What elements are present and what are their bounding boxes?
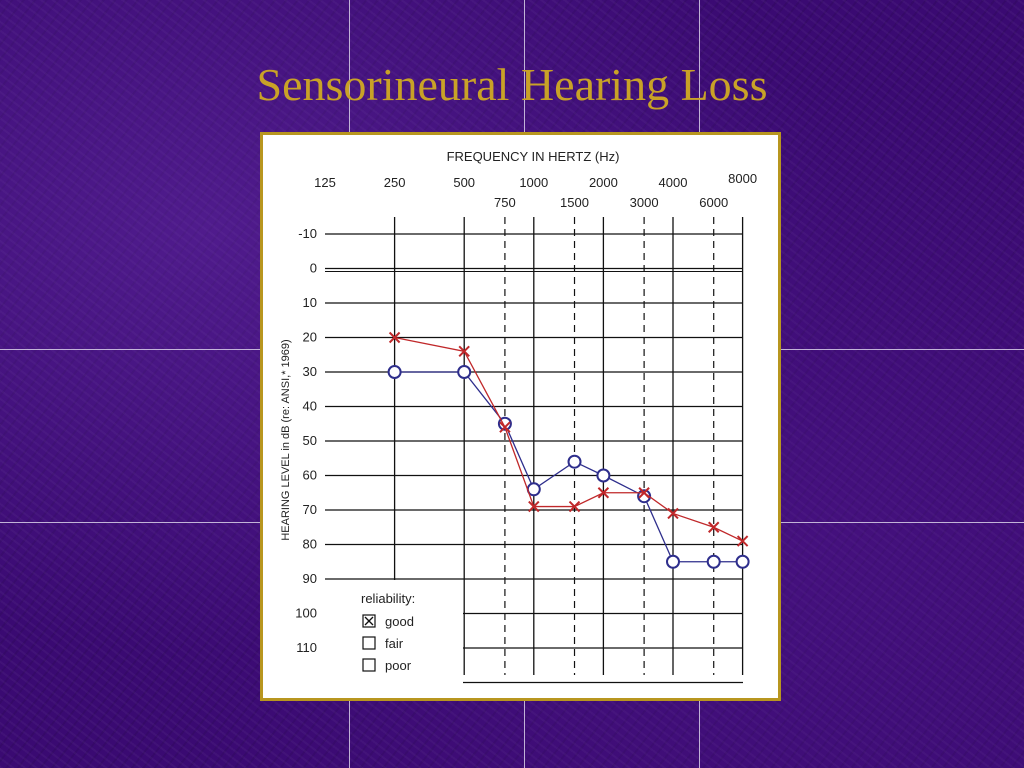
x-tick-label: 8000 — [728, 171, 757, 186]
data-point-circle — [666, 554, 680, 569]
y-tick-label: 90 — [303, 571, 317, 586]
data-point-x-stroke — [597, 487, 610, 499]
y-axis-label: HEARING LEVEL in dB (re: ANSI,* 1969) — [280, 339, 292, 540]
x-minor-tick-label: 1500 — [560, 195, 589, 210]
y-tick-label: 80 — [303, 537, 317, 552]
data-point-circle — [567, 454, 582, 469]
chart-grid — [325, 217, 744, 684]
data-point-x-stroke — [458, 345, 470, 358]
data-point-x-stroke — [568, 500, 581, 513]
x-tick-label: 125 — [314, 175, 336, 190]
x-tick-label: 1000 — [519, 175, 548, 190]
legend-item-label: good — [385, 614, 414, 629]
legend-checkbox — [362, 636, 376, 650]
y-tick-label: 100 — [295, 606, 317, 621]
data-point-x — [458, 345, 470, 358]
reliability-legend: reliability: good fair poor — [361, 591, 415, 673]
legend-checkbox — [362, 614, 376, 628]
data-point-circle — [596, 468, 611, 483]
y-tick-label: 50 — [303, 433, 317, 448]
y-tick-label: -10 — [298, 226, 317, 241]
data-point-x-stroke — [736, 535, 749, 547]
legend-title: reliability: — [361, 591, 415, 606]
x-minor-tick-label: 3000 — [630, 195, 659, 210]
y-tick-label: 10 — [303, 295, 317, 310]
series-line — [394, 336, 743, 542]
data-point-x — [708, 521, 720, 533]
data-point-x — [568, 500, 581, 513]
x-minor-tick-label: 6000 — [699, 195, 728, 210]
data-point-x — [667, 507, 679, 520]
data-point-circle — [457, 365, 472, 379]
data-point-x-stroke — [708, 521, 720, 533]
data-point-x — [597, 487, 610, 499]
data-point-x-stroke — [638, 487, 650, 499]
y-tick-label: 70 — [303, 502, 317, 517]
y-tick-label: 40 — [303, 399, 317, 414]
data-point-x-stroke — [528, 500, 540, 513]
y-tick-labels: -10 0 10 20 30 40 50 60 70 80 90 100 110 — [295, 226, 317, 655]
x-tick-label: 4000 — [659, 175, 688, 190]
data-point-x-stroke — [388, 331, 401, 344]
y-tick-label: 0 — [310, 261, 317, 276]
data-point-circle — [735, 554, 750, 569]
y-tick-label: 60 — [303, 468, 317, 483]
legend-checkbox — [362, 658, 376, 672]
y-tick-label: 110 — [296, 640, 317, 655]
data-point-x-stroke — [667, 507, 679, 520]
y-tick-label: 30 — [303, 364, 317, 379]
x-tick-label: 2000 — [589, 175, 618, 190]
data-series — [387, 331, 750, 569]
data-point-x — [499, 421, 511, 433]
data-point-x-stroke — [499, 421, 511, 433]
series-line — [394, 371, 743, 563]
chart-title: FREQUENCY IN HERTZ (Hz) — [447, 149, 620, 164]
data-point-x — [736, 535, 749, 547]
legend-item-label: fair — [385, 636, 404, 651]
data-point-x — [388, 331, 401, 344]
slide-title: Sensorineural Hearing Loss — [256, 59, 768, 110]
x-tick-labels: 125 250 500 1000 2000 4000 8000 750 1500 3000 6000 — [314, 171, 757, 210]
x-minor-tick-label: 750 — [494, 195, 516, 210]
data-point-x — [528, 500, 540, 513]
x-tick-label: 500 — [453, 175, 475, 190]
audiogram-panel: 125 250 500 1000 2000 4000 8000 750 1500 3000 6000… — [260, 132, 781, 701]
legend-item-label: poor — [385, 658, 412, 673]
data-point-circle — [387, 365, 402, 379]
x-tick-label: 250 — [384, 175, 406, 190]
y-tick-label: 20 — [303, 330, 317, 345]
data-point-circle — [706, 554, 721, 569]
legend-check-mark — [364, 616, 374, 626]
data-point-x — [638, 487, 650, 499]
